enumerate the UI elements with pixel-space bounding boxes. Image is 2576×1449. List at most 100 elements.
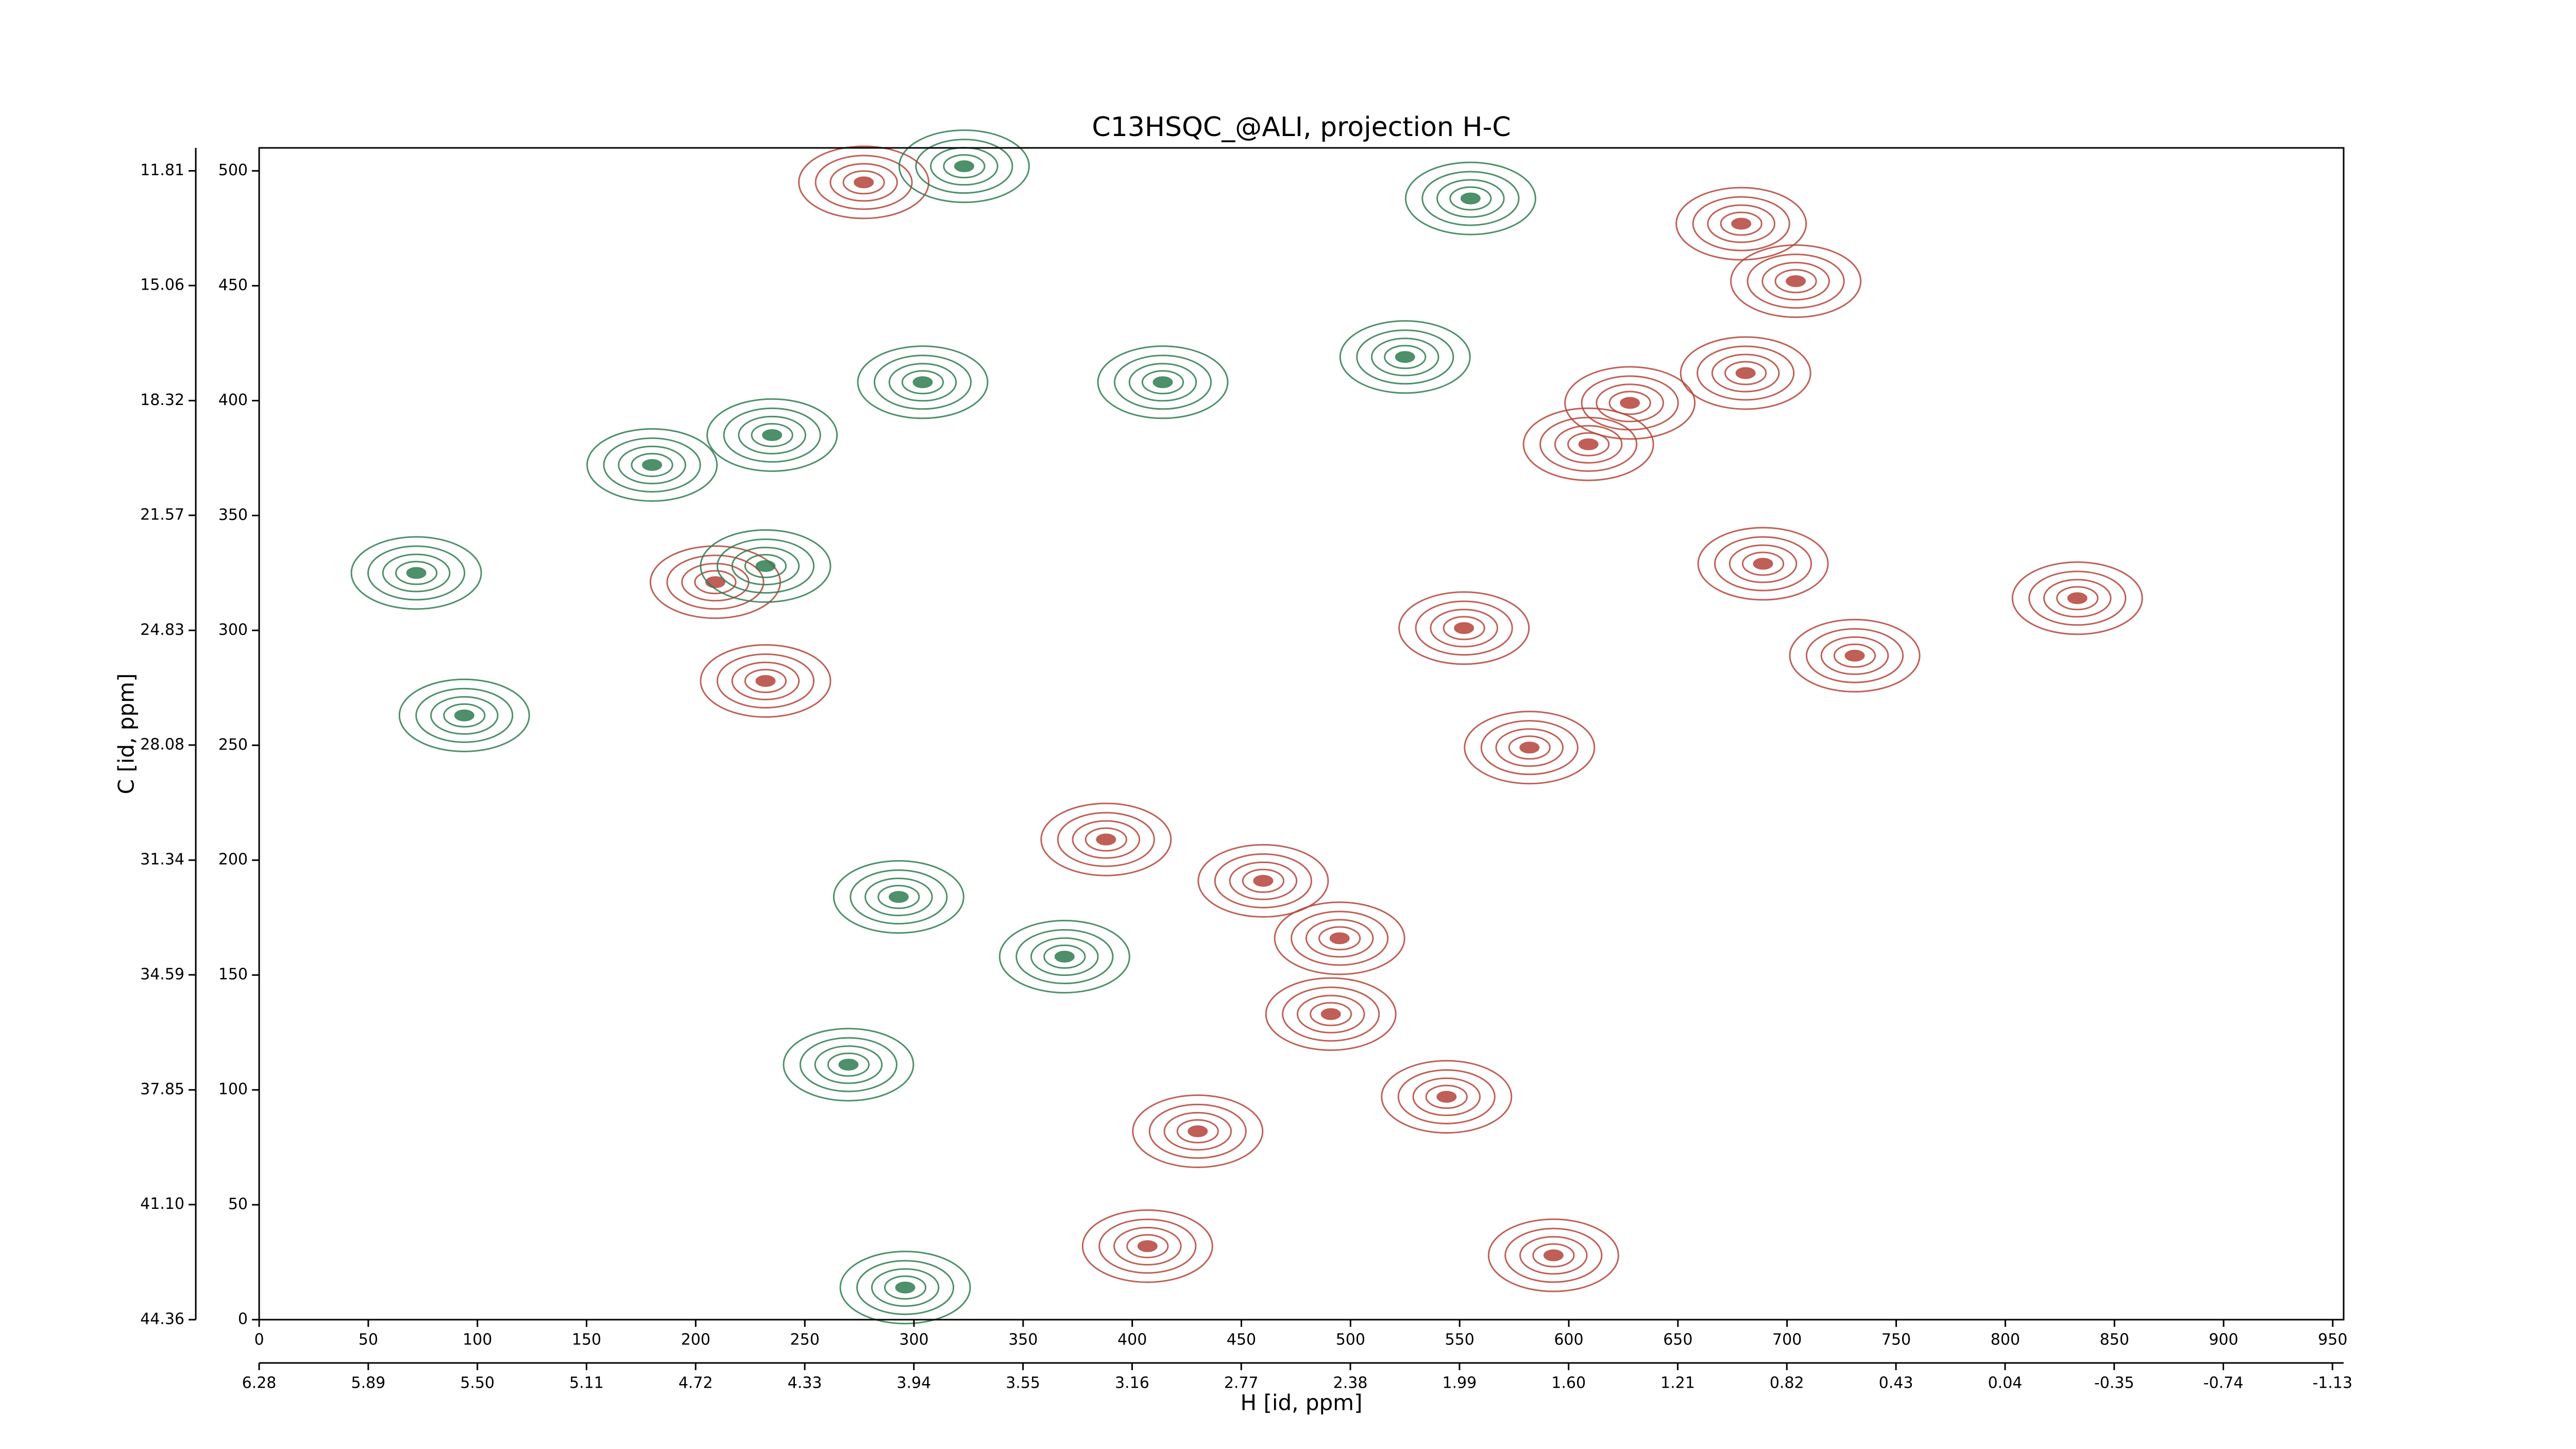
x2-tick-label: 4.33 <box>788 1374 822 1392</box>
x2-tick-label: 5.11 <box>569 1374 604 1392</box>
contour-peak <box>895 1282 916 1294</box>
contour-peak <box>842 170 885 195</box>
contour-peak <box>884 1275 927 1300</box>
x-tick-label: 200 <box>681 1331 710 1349</box>
contour-peak <box>1163 1111 1232 1151</box>
contour-peak <box>618 445 686 484</box>
contour-peak <box>1522 407 1654 481</box>
contour-peak <box>1318 926 1361 951</box>
y-tick-label: 500 <box>218 161 248 179</box>
contour-peak <box>1620 397 1640 409</box>
contour-peak <box>1310 1002 1352 1026</box>
contour-peak <box>755 675 776 687</box>
contour-peak <box>854 176 874 189</box>
y-tick-label: 200 <box>218 851 248 869</box>
contour-peak <box>1381 1059 1513 1134</box>
contour-peak <box>1291 911 1389 966</box>
contour-peak <box>1412 1077 1481 1116</box>
x2-tick-label: 0.82 <box>1770 1374 1804 1392</box>
contour-peak <box>642 459 663 471</box>
x-tick-label: 400 <box>1117 1331 1147 1349</box>
contour-peak <box>1675 187 1807 261</box>
contour-peak <box>1707 204 1775 243</box>
contour-peak <box>706 398 838 472</box>
x2-tick-label: 6.28 <box>242 1374 277 1392</box>
contour-peak <box>1539 416 1638 472</box>
x2-tick-label: -1.13 <box>2312 1374 2352 1392</box>
x-tick-label: 300 <box>899 1331 928 1349</box>
y2-tick-label: 34.59 <box>140 965 184 983</box>
contour-peak <box>1274 901 1405 975</box>
contour-peak <box>415 687 514 743</box>
contour-peak <box>2028 570 2127 626</box>
x-tick-label: 100 <box>463 1331 492 1349</box>
contour-peak <box>1460 192 1481 205</box>
contour-peak <box>827 1052 870 1077</box>
contour-peak <box>1153 376 1173 389</box>
contour-peak <box>1148 1103 1247 1159</box>
contour-peak <box>1554 425 1623 464</box>
contour-peak <box>1564 366 1696 440</box>
contour-peak <box>586 428 718 502</box>
contour-peak <box>1596 383 1664 423</box>
contour-peak <box>1141 370 1184 395</box>
y2-tick-label: 31.34 <box>140 851 184 869</box>
contour-peak <box>694 570 737 595</box>
contour-peak <box>1820 636 1889 675</box>
contour-peak <box>723 407 821 463</box>
x-tick-label: 650 <box>1663 1331 1692 1349</box>
x-tick-label: 950 <box>2318 1331 2347 1349</box>
contour-peak <box>731 547 800 586</box>
contour-peak <box>762 429 783 441</box>
contour-peak <box>1443 616 1485 641</box>
contour-peak <box>1356 329 1454 385</box>
y-tick-label: 0 <box>238 1310 248 1328</box>
y-tick-label: 300 <box>218 621 248 639</box>
contour-peak <box>738 415 806 454</box>
contour-peak <box>443 703 486 728</box>
contour-peak <box>1504 1227 1603 1283</box>
contour-peak <box>1735 367 1756 379</box>
contour-peak <box>815 155 913 210</box>
contour-peak <box>700 529 832 603</box>
contour-peak <box>1081 1209 1213 1283</box>
contour-peak <box>1054 951 1075 963</box>
contour-peak <box>839 1251 971 1325</box>
contour-peak <box>1519 742 1540 754</box>
contour-peak <box>1608 391 1651 415</box>
contour-peak <box>430 696 499 735</box>
contour-peak <box>1436 179 1505 218</box>
contour-peak <box>2056 586 2099 611</box>
y-tick-label: 400 <box>218 391 248 409</box>
contour-peak <box>1320 1008 1341 1020</box>
contour-peak <box>898 129 1030 204</box>
contour-peak <box>716 538 815 594</box>
y2-tick-label: 24.83 <box>140 621 184 639</box>
contour-peak <box>1697 527 1829 601</box>
contour-peak <box>1282 986 1380 1042</box>
contour-peak <box>1395 351 1415 363</box>
x-tick-label: 0 <box>254 1331 264 1349</box>
contour-peak <box>1097 345 1229 419</box>
contour-peak <box>1436 1090 1457 1103</box>
contour-peak <box>954 160 974 173</box>
contour-peak <box>1084 827 1127 852</box>
x-tick-label: 50 <box>359 1331 378 1349</box>
x2-tick-label: 5.50 <box>460 1374 495 1392</box>
contour-peak <box>395 561 438 585</box>
contour-peak <box>1480 720 1579 776</box>
contour-peak <box>865 878 933 917</box>
contour-peak <box>1753 558 1773 570</box>
contour-peak <box>2067 592 2088 604</box>
x2-tick-label: 2.77 <box>1224 1374 1259 1392</box>
contour-peak <box>1126 1234 1169 1258</box>
contour-peak <box>1774 269 1817 294</box>
contour-peak <box>1113 355 1212 410</box>
contour-peak <box>783 1027 914 1102</box>
contour-peak <box>1711 353 1780 393</box>
x-tick-label: 600 <box>1554 1331 1583 1349</box>
x-tick-label: 250 <box>790 1331 820 1349</box>
contour-peak <box>1454 622 1475 634</box>
contour-peak <box>1329 932 1350 945</box>
